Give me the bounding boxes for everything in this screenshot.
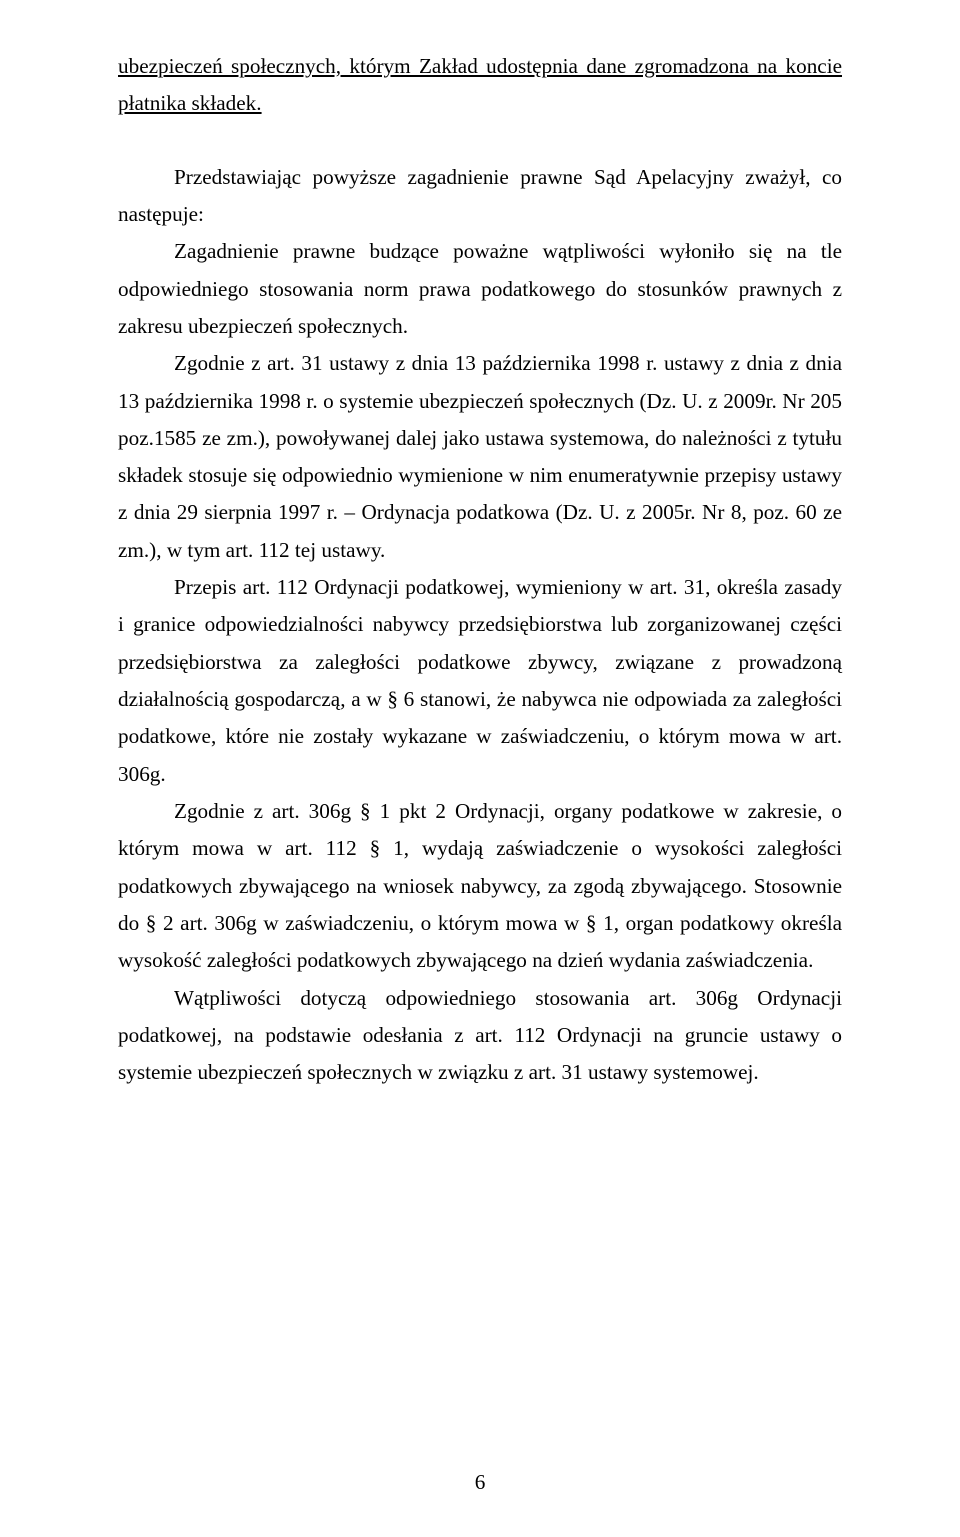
paragraph-4: Zgodnie z art. 31 ustawy z dnia 13 paźdz… bbox=[118, 345, 842, 569]
paragraph-3: Zagadnienie prawne budzące poważne wątpl… bbox=[118, 233, 842, 345]
document-page: ubezpieczeń społecznych, którym Zakład u… bbox=[0, 0, 960, 1537]
paragraph-1: ubezpieczeń społecznych, którym Zakład u… bbox=[118, 48, 842, 123]
page-number: 6 bbox=[0, 1464, 960, 1501]
paragraph-7: Wątpliwości dotyczą odpowiedniego stosow… bbox=[118, 980, 842, 1092]
paragraph-1-text-underlined: ubezpieczeń społecznych, którym Zakład u… bbox=[118, 54, 842, 115]
paragraph-2: Przedstawiając powyższe zagadnienie praw… bbox=[118, 159, 842, 234]
paragraph-6: Zgodnie z art. 306g § 1 pkt 2 Ordynacji,… bbox=[118, 793, 842, 980]
paragraph-5: Przepis art. 112 Ordynacji podatkowej, w… bbox=[118, 569, 842, 793]
